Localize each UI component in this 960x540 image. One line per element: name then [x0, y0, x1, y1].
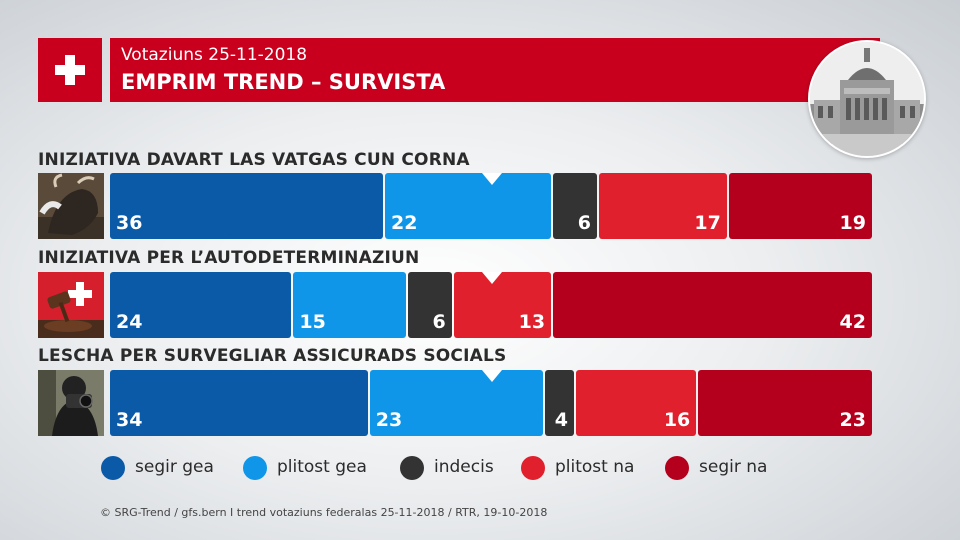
legend-label: indecis: [434, 457, 494, 477]
data-label: 6: [432, 311, 446, 333]
fifty-percent-marker: [482, 173, 502, 185]
cow-photo: [38, 173, 104, 239]
legend-label: plitost gea: [277, 457, 367, 477]
source-footer: © SRG-Trend / gfs.bern I trend votaziuns…: [100, 506, 548, 519]
header-title: EMPRIM TREND – SURVISTA: [121, 70, 446, 94]
stacked-bar-3: 34 23 4 16 23: [110, 370, 874, 436]
swiss-flag-icon: [38, 38, 102, 102]
header-subtitle: Votaziuns 25-11-2018: [121, 45, 308, 65]
bar-segment-segir-na: 42: [553, 272, 872, 338]
data-label: 4: [554, 409, 569, 431]
data-label: 36: [116, 212, 143, 234]
legend-swatch: [521, 456, 545, 480]
legend-swatch: [665, 456, 689, 480]
legend-swatch: [101, 456, 125, 480]
legend: segir gea plitost gea indecis plitost na…: [0, 454, 960, 484]
bar-segment-plitost-gea: 22: [385, 173, 552, 239]
legend-swatch: [243, 456, 267, 480]
question-title-2: INIZIATIVA PER L’AUTODETERMINAZIUN: [38, 248, 420, 268]
legend-swatch: [400, 456, 424, 480]
legend-label: segir na: [699, 457, 768, 477]
data-label: 23: [839, 409, 866, 431]
fifty-percent-marker: [482, 272, 502, 284]
bar-segment-plitost-gea: 15: [293, 272, 406, 338]
bar-segment-plitost-na: 16: [576, 370, 697, 436]
photographer-photo: [38, 370, 104, 436]
data-label: 22: [391, 212, 418, 234]
bar-segment-segir-gea: 36: [110, 173, 384, 239]
legend-label: plitost na: [555, 457, 635, 477]
legend-label: segir gea: [135, 457, 214, 477]
data-label: 16: [663, 409, 691, 431]
stacked-bar-2: 24 15 6 13 42: [110, 272, 874, 338]
data-label: 17: [694, 212, 721, 234]
data-label: 15: [299, 311, 326, 333]
bar-segment-segir-na: 23: [698, 370, 872, 436]
bar-segment-indecis: 4: [545, 370, 575, 436]
data-label: 24: [116, 311, 143, 333]
fifty-percent-marker: [482, 370, 502, 382]
bar-segment-plitost-na: 17: [598, 173, 727, 239]
data-label: 13: [518, 311, 546, 333]
data-label: 19: [839, 212, 866, 234]
bar-segment-segir-na: 19: [728, 173, 872, 239]
bar-segment-plitost-gea: 23: [369, 370, 544, 436]
data-label: 42: [839, 311, 866, 333]
data-label: 23: [375, 409, 403, 431]
gavel-flag-photo: [38, 272, 104, 338]
bar-segment-indecis: 6: [407, 272, 452, 338]
header-banner: Votaziuns 25-11-2018 EMPRIM TREND – SURV…: [110, 38, 880, 102]
question-title-1: INIZIATIVA DAVART LAS VATGAS CUN CORNA: [38, 150, 470, 170]
stacked-bar-1: 36 22 6 17 19: [110, 173, 874, 239]
data-label: 34: [116, 409, 143, 431]
data-label: 6: [577, 212, 591, 234]
federal-palace-photo: [808, 40, 926, 158]
bar-segment-segir-gea: 24: [110, 272, 292, 338]
question-title-3: LESCHA PER SURVEGLIAR ASSICURADS SOCIALS: [38, 346, 507, 366]
bar-segment-plitost-na: 13: [453, 272, 552, 338]
bar-segment-indecis: 6: [553, 173, 597, 239]
bar-segment-segir-gea: 34: [110, 370, 368, 436]
